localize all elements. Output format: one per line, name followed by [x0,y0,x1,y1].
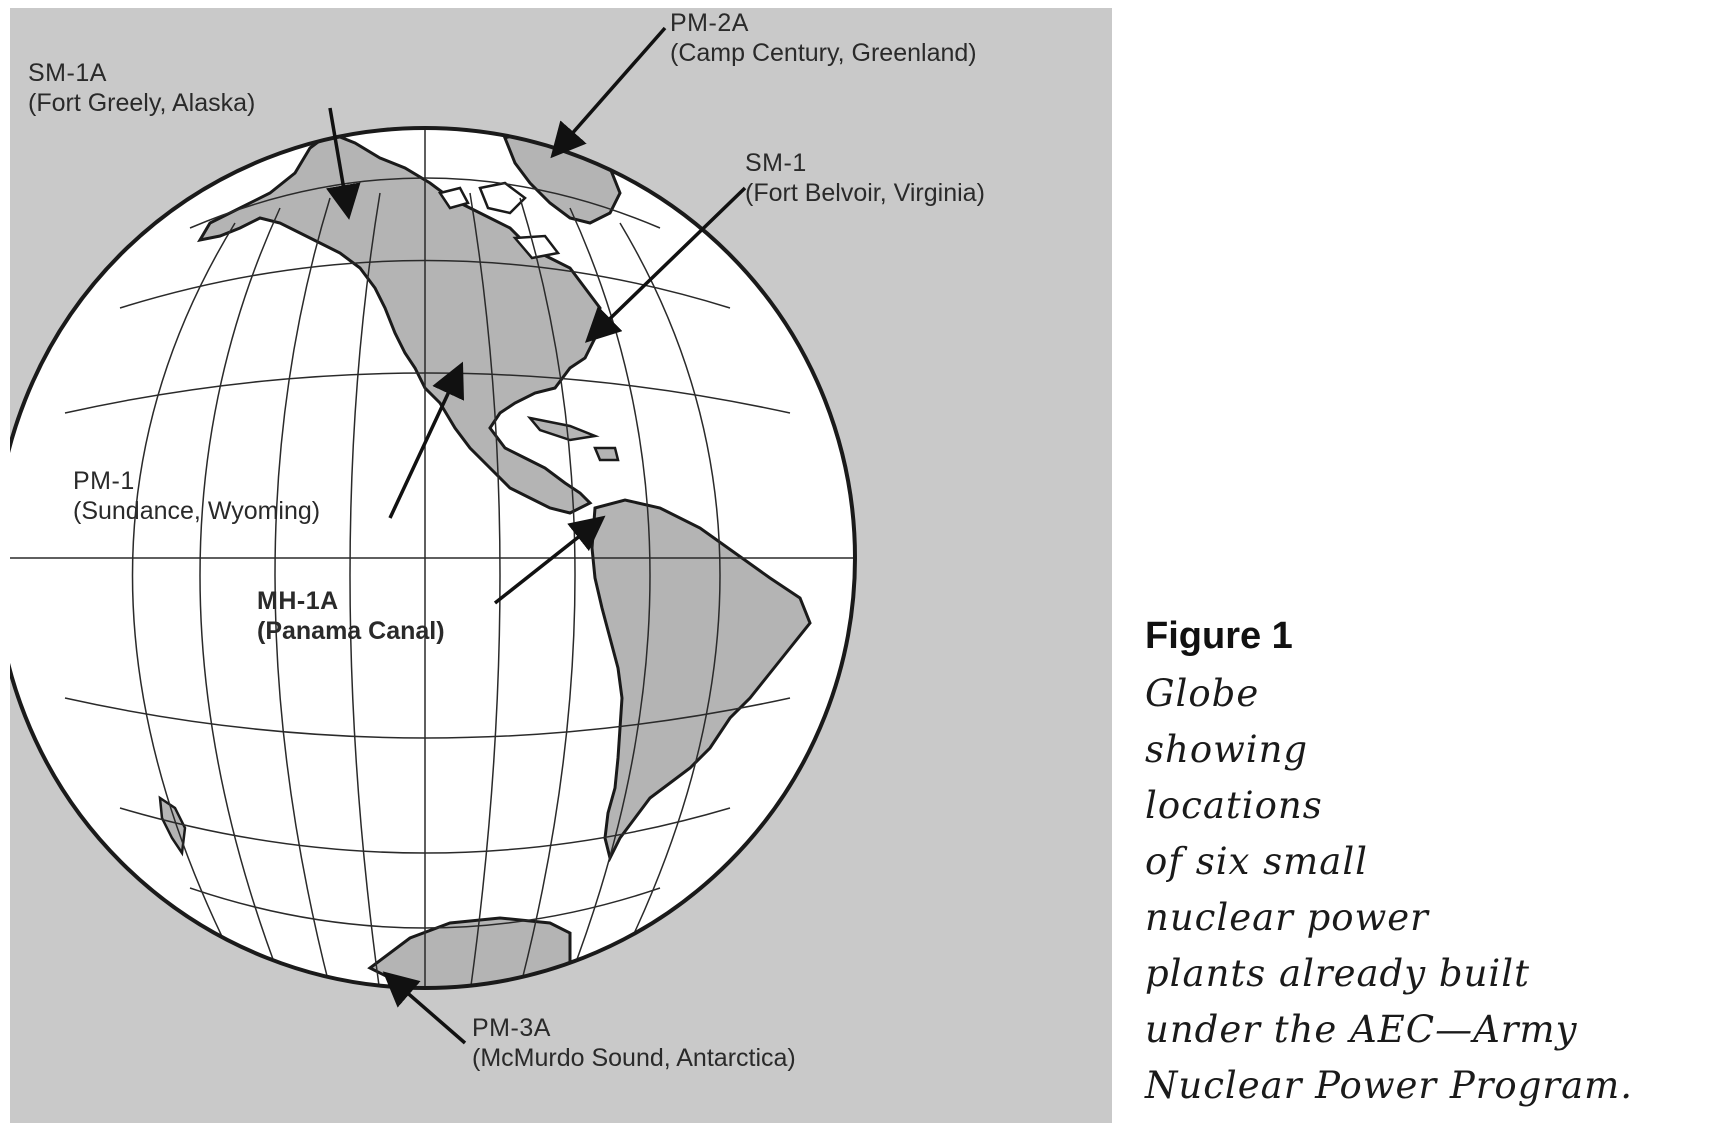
label-pm2a-place: (Camp Century, Greenland) [670,39,977,67]
label-mh1a: MH-1A (Panama Canal) [257,586,445,646]
arrow-sm1 [584,186,747,343]
label-sm1: SM-1 (Fort Belvoir, Virginia) [745,148,985,208]
caption-title: Figure 1 [1145,615,1293,657]
caption-line: plants already built [1145,952,1530,995]
label-pm1-place: (Sundance, Wyoming) [73,497,321,525]
label-pm2a: PM-2A (Camp Century, Greenland) [670,8,977,68]
south-america-land [590,498,812,863]
figure-caption: Figure 1 Globe showing locations of six … [1145,615,1715,1114]
caption-line: of six small [1145,840,1368,883]
label-pm2a-code: PM-2A [670,9,749,37]
label-mh1a-place: (Panama Canal) [257,617,445,645]
location-arrows [326,26,747,1045]
label-pm3a: PM-3A (McMurdo Sound, Antarctica) [472,1013,796,1073]
arrow-mh1a [493,515,606,605]
label-sm1a-code: SM-1A [28,59,107,87]
label-mh1a-code: MH-1A [257,587,339,615]
caption-line: Globe [1145,672,1260,715]
label-sm1a: SM-1A (Fort Greely, Alaska) [28,58,255,118]
new-zealand-land [158,795,187,857]
globe-figure: PM-2A (Camp Century, Greenland) SM-1A (F… [10,8,1112,1123]
label-sm1a-place: (Fort Greely, Alaska) [28,89,256,117]
caption-line: showing [1145,728,1309,771]
label-pm1: PM-1 (Sundance, Wyoming) [73,466,320,526]
label-pm3a-place: (McMurdo Sound, Antarctica) [472,1044,796,1072]
caption-line: Nuclear Power Program. [1145,1064,1633,1107]
arrow-pm2a [550,26,667,159]
caribbean-islands [526,416,620,462]
arrow-pm1 [388,361,465,519]
globe-map [10,26,857,1045]
arrow-pm3a [382,971,467,1045]
label-sm1-place: (Fort Belvoir, Virginia) [745,179,985,207]
label-pm1-code: PM-1 [73,467,135,495]
caption-line: nuclear power [1145,896,1429,939]
caption-line: locations [1145,784,1323,827]
label-pm3a-code: PM-3A [472,1014,551,1042]
caption-line: under the AEC—Army [1145,1008,1578,1051]
label-sm1-code: SM-1 [745,149,807,177]
globe-outline [10,126,857,990]
longitude-lines [131,128,721,988]
arrow-sm1a [326,107,361,220]
